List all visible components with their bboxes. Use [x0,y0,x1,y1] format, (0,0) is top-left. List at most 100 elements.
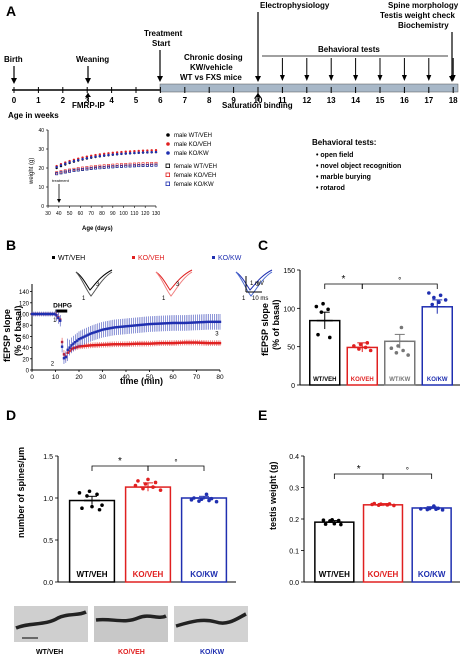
weight-ytick-label: 0 [41,204,44,210]
b-point [81,344,84,348]
panel-label-c: C [258,237,268,253]
c-chart-point [443,298,448,302]
weight-point [120,152,123,156]
b-point [98,343,101,347]
panel-label-a: A [6,3,16,19]
week-tick-label: 13 [327,96,336,105]
e-chart-point [321,518,326,522]
b-point [200,320,203,324]
b-point [134,342,137,345]
behavioral-arrow-head [328,75,334,81]
c-chart-point [352,344,356,348]
e-ylabel: testis weight (g) [268,461,278,530]
weight-point [98,166,102,170]
c-chart-sig-1: * [342,274,346,285]
d-chart-point [141,486,145,491]
e-chart-ytick-label: 0.2 [289,517,299,524]
d-chart-point [143,482,148,486]
behavioral-arrow-head [353,75,359,81]
b-trace-marker-1: 1 [242,296,246,302]
e-chart-sig-2: ° [406,466,409,475]
b-point [124,343,128,346]
b-point [106,343,109,346]
weight-point [89,165,93,169]
event-biochemistry: Biochemistry [398,21,449,30]
weight-point [90,156,93,159]
weight-chart: 30 40 50 60 70 80 90 100 110 120 130 0 10 20 30 40 weig… [29,128,217,232]
week-tick-label: 16 [400,96,409,105]
d-chart-category-label: WT/VEH [76,570,107,579]
b-point [81,336,84,339]
weight-point [141,149,145,152]
b-point [102,328,105,331]
d-chart-point [207,498,211,503]
weight-xtick-label: 70 [88,211,94,217]
weight-point [145,162,149,165]
b-point [137,323,141,327]
week-tick-label: 7 [183,96,188,105]
b-point [186,341,190,344]
panel-e-chart: testis weight (g) 0.0 0.1 0.2 0.3 0.4 WT/VEH K… [268,454,460,587]
weight-point [63,170,67,174]
weight-point [111,153,115,156]
weight-ytick-label: 40 [38,128,44,134]
d-chart-sig-1: * [118,456,122,467]
b-point [188,321,192,324]
d-chart-point [85,494,89,498]
b-point [85,334,88,337]
c-chart-category-label: KO/KW [427,377,448,383]
treatment-bar [159,83,459,93]
b-point [60,345,64,348]
panel-c-chart: fEPSP slope (% of basal) 0 50 100 150 WT/VEH… [260,268,460,390]
d-chart-ytick-label: 0.0 [43,580,53,587]
b-point [156,322,160,325]
b-trace-marker-3: 3 [256,282,260,288]
b-point [158,341,162,345]
c-chart-bar [346,346,378,386]
b-legend-marker [212,256,215,259]
c-chart-ytick-label: 50 [287,345,295,352]
b-point [194,321,197,324]
c-chart-point [438,293,443,298]
week-tick-label: 14 [351,96,360,105]
weight-legend-label: male WT/VEH [174,133,212,139]
b-point [143,323,146,326]
b-point [196,321,199,324]
b-ytick-label: 80 [22,324,29,330]
weight-point [150,149,153,152]
weight-points [55,149,158,176]
weight-point [137,151,140,154]
d-chart-point [204,492,209,497]
c-chart-point [389,346,394,351]
b-point [139,323,143,327]
b-point [209,341,212,345]
b-series [30,309,222,364]
d-ylabel: number of spines/μm [16,447,26,538]
c-chart-ytick-label: 100 [283,306,295,313]
weight-point [150,162,154,165]
weight-legend-marker [165,181,170,186]
b-point [201,320,205,324]
b-point [40,312,43,316]
b-point [51,312,54,316]
b-point [153,322,156,326]
b-point [115,343,118,346]
e-chart-point [379,502,383,506]
e-chart-point [332,521,337,526]
b-point [109,343,113,346]
weight-legend-marker [166,133,170,137]
b-point [190,321,193,324]
weight-point [133,164,136,168]
b-point [209,320,212,324]
week-ticks: 0123456789101112131415161718 [12,87,458,105]
weight-xtick-label: 60 [78,211,84,217]
weight-point [128,162,132,166]
b-marker-1: 1 [53,318,57,324]
b-point [139,342,143,345]
b-xtick-label: 40 [122,374,130,381]
weight-point [150,151,153,154]
b-point [196,341,199,344]
b-point [32,312,36,316]
b-legend-marker [132,256,135,259]
